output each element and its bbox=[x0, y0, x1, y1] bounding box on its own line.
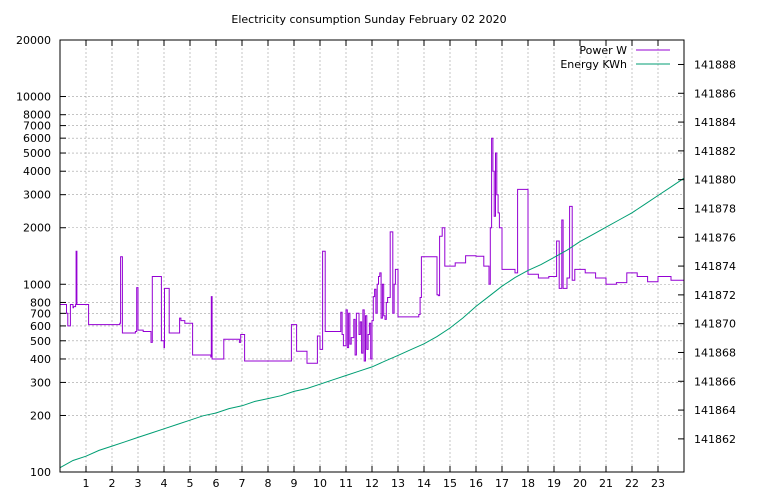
y-right-tick-label: 141870 bbox=[694, 318, 736, 331]
y-right-tick-label: 141880 bbox=[694, 174, 736, 187]
x-tick-label: 7 bbox=[239, 477, 246, 490]
y-right-tick-label: 141872 bbox=[694, 289, 736, 302]
y-left-tick-label: 20000 bbox=[16, 34, 51, 47]
y-left-tick-label: 400 bbox=[30, 353, 51, 366]
legend-label: Power W bbox=[579, 44, 627, 57]
series-layer bbox=[59, 137, 685, 469]
y-left-tick-label: 500 bbox=[30, 335, 51, 348]
x-tick-label: 10 bbox=[313, 477, 327, 490]
x-tick-label: 22 bbox=[625, 477, 639, 490]
y-left-tick-label: 800 bbox=[30, 296, 51, 309]
y-left-tick-label: 8000 bbox=[23, 109, 51, 122]
legend-label: Energy KWh bbox=[560, 58, 627, 71]
x-tick-label: 3 bbox=[135, 477, 142, 490]
axes-layer: 1 2 3 4 5 6 7 8 9 10 11 12 13 14 15 16 17 18 19 20 21 22 23100… bbox=[16, 34, 736, 490]
x-tick-label: 14 bbox=[417, 477, 431, 490]
grid-layer bbox=[60, 40, 684, 472]
x-tick-label: 18 bbox=[521, 477, 535, 490]
x-tick-label: 9 bbox=[291, 477, 298, 490]
x-tick-label: 11 bbox=[339, 477, 353, 490]
y-left-tick-label: 700 bbox=[30, 307, 51, 320]
x-tick-label: 8 bbox=[265, 477, 272, 490]
series-line-energy-kwh bbox=[59, 177, 685, 469]
y-left-tick-label: 300 bbox=[30, 376, 51, 389]
y-right-tick-label: 141874 bbox=[694, 260, 736, 273]
y-right-tick-label: 141878 bbox=[694, 202, 736, 215]
plot-frame bbox=[59, 39, 685, 473]
y-left-tick-label: 600 bbox=[30, 320, 51, 333]
x-tick-label: 21 bbox=[599, 477, 613, 490]
y-left-tick-label: 100 bbox=[30, 466, 51, 479]
y-right-tick-label: 141866 bbox=[694, 375, 736, 388]
chart-title: Electricity consumption Sunday February … bbox=[231, 13, 506, 26]
x-tick-label: 1 bbox=[83, 477, 90, 490]
y-left-tick-label: 3000 bbox=[23, 189, 51, 202]
y-right-tick-label: 141888 bbox=[694, 58, 736, 71]
x-tick-label: 16 bbox=[469, 477, 483, 490]
y-left-tick-label: 2000 bbox=[23, 222, 51, 235]
x-tick-label: 17 bbox=[495, 477, 509, 490]
y-left-tick-label: 4000 bbox=[23, 165, 51, 178]
x-tick-label: 19 bbox=[547, 477, 561, 490]
y-right-tick-label: 141886 bbox=[694, 87, 736, 100]
y-right-tick-label: 141862 bbox=[694, 433, 736, 446]
y-left-tick-label: 6000 bbox=[23, 132, 51, 145]
x-tick-label: 4 bbox=[161, 477, 168, 490]
y-left-tick-label: 200 bbox=[30, 409, 51, 422]
y-right-tick-label: 141864 bbox=[694, 404, 736, 417]
y-right-tick-label: 141876 bbox=[694, 231, 736, 244]
y-left-tick-label: 5000 bbox=[23, 147, 51, 160]
x-tick-label: 20 bbox=[573, 477, 587, 490]
y-right-tick-label: 141868 bbox=[694, 346, 736, 359]
x-tick-label: 2 bbox=[109, 477, 116, 490]
x-tick-label: 23 bbox=[651, 477, 665, 490]
x-tick-label: 5 bbox=[187, 477, 194, 490]
y-right-tick-label: 141882 bbox=[694, 145, 736, 158]
x-tick-label: 12 bbox=[365, 477, 379, 490]
x-tick-label: 15 bbox=[443, 477, 457, 490]
y-left-tick-label: 7000 bbox=[23, 120, 51, 133]
x-tick-label: 6 bbox=[213, 477, 220, 490]
y-right-tick-label: 141884 bbox=[694, 116, 736, 129]
series-line-power-w bbox=[60, 137, 684, 364]
y-left-tick-label: 10000 bbox=[16, 91, 51, 104]
x-tick-label: 13 bbox=[391, 477, 405, 490]
y-left-tick-label: 1000 bbox=[23, 278, 51, 291]
